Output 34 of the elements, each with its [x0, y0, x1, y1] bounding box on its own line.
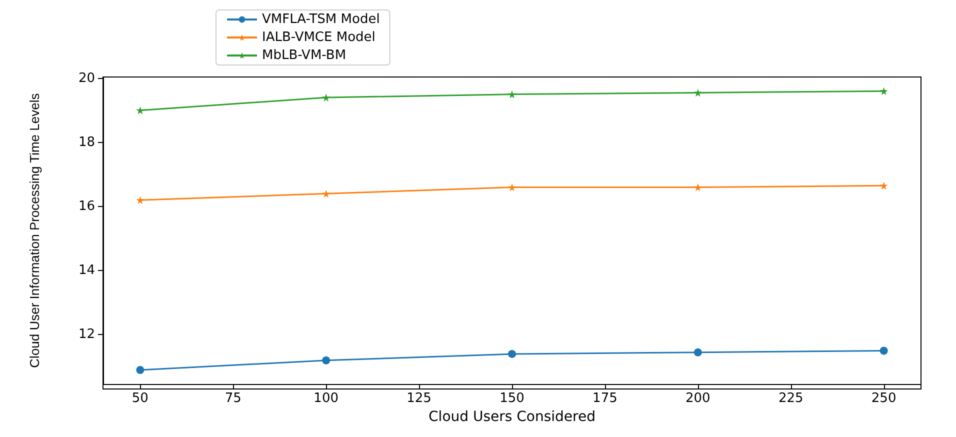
x-axis-title: Cloud Users Considered	[428, 409, 596, 425]
x-tick-label: 175	[592, 391, 618, 406]
point	[880, 182, 888, 190]
x-tick-label: 250	[871, 391, 896, 406]
y-tick-label: 16	[78, 199, 95, 214]
point	[136, 196, 144, 204]
point	[508, 183, 516, 192]
point	[322, 356, 330, 364]
legend-label: MbLB-VM-BM	[262, 48, 346, 63]
x-tick-label: 50	[132, 391, 148, 406]
x-tick-label: 225	[778, 391, 804, 406]
point	[694, 183, 702, 192]
y-tick-label: 14	[78, 263, 95, 278]
y-axis-title: Cloud User Information Processing Time Levels	[27, 92, 42, 368]
y-tick-label: 18	[78, 134, 95, 150]
x-tick-label: 125	[406, 391, 432, 406]
point	[136, 106, 144, 114]
x-tick-label: 150	[500, 391, 524, 406]
point	[880, 346, 888, 355]
legend-label: IALB-VMCE Model	[262, 30, 376, 45]
point	[508, 90, 516, 98]
point	[880, 87, 888, 96]
y-tick-label: 20	[78, 70, 95, 86]
point	[322, 94, 330, 102]
point	[322, 190, 330, 198]
x-tick-label: 100	[314, 391, 339, 406]
x-tick-label: 75	[224, 391, 242, 406]
point	[694, 88, 702, 97]
point	[694, 348, 702, 356]
x-tick-label: 200	[685, 391, 710, 406]
point	[508, 350, 516, 358]
point	[136, 366, 144, 374]
y-tick-label: 12	[78, 327, 95, 342]
legend-label: VMFLA-TSM Model	[262, 12, 380, 27]
